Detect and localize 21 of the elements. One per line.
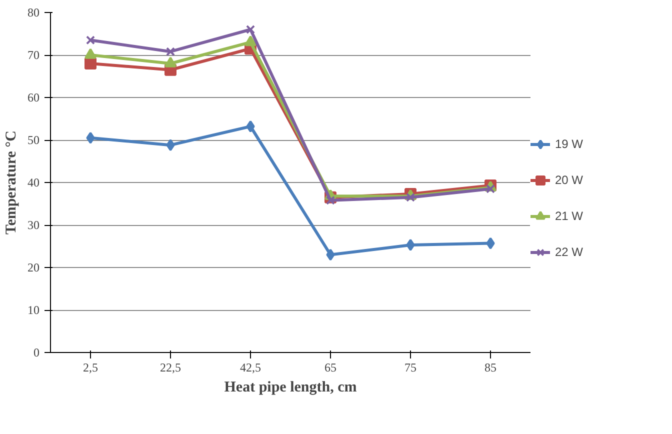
y-tick-label: 0 <box>34 346 40 360</box>
x-tick-label: 75 <box>404 360 416 374</box>
x-tick-label: 85 <box>484 360 496 374</box>
y-tick-label: 20 <box>28 260 40 274</box>
y-tick-label: 30 <box>28 218 40 232</box>
y-tick-label: 60 <box>28 90 40 104</box>
x-axis-title: Heat pipe length, cm <box>224 380 358 396</box>
x-tick-label: 2,5 <box>83 360 98 374</box>
y-axis-title: Temperature °C <box>4 130 20 234</box>
y-tick-label: 80 <box>28 6 40 20</box>
x-tick-label: 65 <box>324 360 336 374</box>
legend-label: 22 W <box>555 245 584 259</box>
y-tick-label: 70 <box>28 48 40 62</box>
y-tick-label: 50 <box>28 133 40 147</box>
y-tick-label: 40 <box>28 176 40 190</box>
y-tick-label: 10 <box>28 303 40 317</box>
x-tick-label: 42,5 <box>240 360 261 374</box>
legend-label: 21 W <box>555 209 584 223</box>
legend-label: 19 W <box>555 137 584 151</box>
legend-label: 20 W <box>555 173 584 187</box>
x-tick-label: 22,5 <box>160 360 181 374</box>
